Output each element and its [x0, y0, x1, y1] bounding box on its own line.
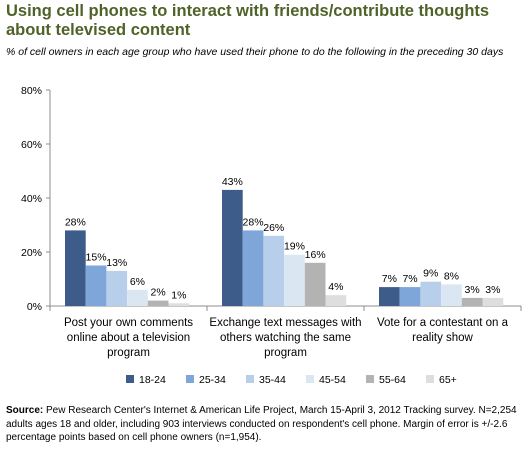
source-note: Source: Pew Research Center's Internet &… — [6, 404, 528, 445]
bar — [147, 300, 169, 306]
legend-swatch — [186, 375, 194, 383]
bar — [263, 235, 285, 306]
y-tick-label: 0% — [27, 301, 42, 313]
data-label: 43% — [222, 176, 243, 188]
y-tick-label: 20% — [21, 247, 42, 259]
bar-chart: 0% 20% 40% 60% 80% 28% 15% 13%6% 2% 1% Post your o… — [21, 85, 522, 386]
bar — [127, 289, 148, 306]
bar — [399, 287, 421, 306]
source-label: Source: — [6, 405, 44, 416]
y-tick-label: 80% — [21, 85, 42, 97]
data-label: 13% — [106, 257, 127, 269]
data-label: 26% — [263, 222, 284, 234]
bar — [222, 189, 243, 306]
legend-swatch — [246, 375, 254, 383]
data-label: 4% — [328, 281, 343, 293]
bar — [325, 295, 347, 306]
data-label: 3% — [465, 284, 480, 296]
legend-label: 65+ — [439, 374, 457, 386]
data-label: 19% — [284, 241, 305, 253]
bar — [420, 281, 442, 306]
bar — [242, 230, 264, 306]
legend-label: 45-54 — [319, 374, 346, 386]
legend-label: 25-34 — [199, 374, 226, 386]
data-label: 8% — [444, 270, 459, 282]
data-label: 3% — [485, 284, 500, 296]
legend-swatch — [366, 375, 374, 383]
bar — [85, 265, 107, 306]
data-label: 7% — [382, 273, 397, 285]
data-label: 1% — [171, 289, 186, 301]
data-label: 28% — [243, 216, 264, 228]
y-tick-label: 40% — [21, 193, 42, 205]
category-label: reality show — [412, 332, 473, 344]
category-label: online about a television — [67, 332, 190, 344]
category-label: Vote for a contestant on a — [377, 317, 509, 329]
category-label: others watching the same — [220, 332, 351, 344]
data-label: 16% — [305, 249, 326, 261]
chart-title: Using cell phones to interact with frien… — [6, 2, 490, 39]
bar — [304, 262, 326, 306]
category-label: Exchange text messages with — [209, 317, 361, 329]
bar — [284, 254, 305, 306]
bar — [482, 297, 504, 306]
category-label: program — [107, 347, 150, 359]
bar — [168, 303, 190, 306]
legend-swatch — [306, 375, 314, 383]
data-label: 7% — [402, 273, 417, 285]
chart-subtitle: % of cell owners in each age group who h… — [6, 46, 504, 58]
data-label: 15% — [86, 252, 107, 264]
legend-label: 18-24 — [139, 374, 166, 386]
legend-label: 55-64 — [379, 374, 406, 386]
bar — [441, 284, 462, 306]
bar — [65, 230, 86, 306]
legend-swatch — [426, 375, 434, 383]
data-label: 2% — [151, 287, 166, 299]
y-tick-label: 60% — [21, 139, 42, 151]
data-label: 6% — [130, 276, 145, 288]
legend-swatch — [126, 375, 134, 383]
category-label: Post your own comments — [64, 317, 193, 329]
bar — [379, 287, 400, 306]
legend-label: 35-44 — [259, 374, 286, 386]
category-label: program — [264, 347, 307, 359]
bar — [106, 270, 128, 306]
data-label: 9% — [423, 268, 438, 280]
data-label: 28% — [65, 216, 86, 228]
bar — [461, 297, 483, 306]
source-text: Pew Research Center's Internet & America… — [6, 405, 517, 443]
